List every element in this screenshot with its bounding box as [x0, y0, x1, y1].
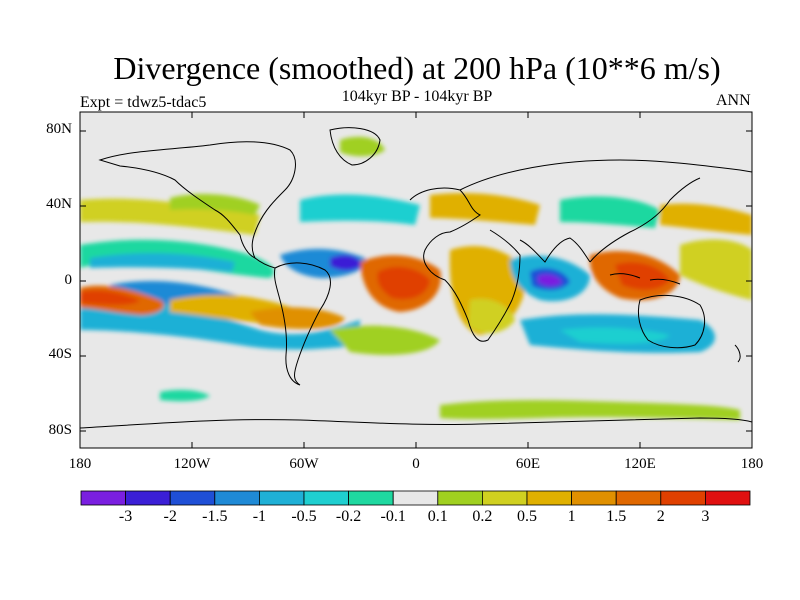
- colorbar-swatch: [80, 490, 126, 506]
- x-tick-120e: 120E: [624, 456, 656, 472]
- field-patch: [330, 325, 440, 355]
- colorbar-swatch: [571, 490, 617, 506]
- coastlines: [80, 127, 752, 429]
- colorbar-label: 0.2: [472, 508, 493, 525]
- coast-south-america: [274, 262, 331, 386]
- coast-antarctica: [80, 417, 752, 429]
- colorbar-label: -2: [163, 508, 177, 525]
- colorbar-label: 1.5: [606, 508, 627, 525]
- y-tick-40n: 40N: [46, 196, 72, 212]
- field-patch: [300, 194, 420, 225]
- y-tick-40s: 40S: [48, 346, 72, 362]
- coast-eurasia-north: [459, 159, 752, 191]
- field-patch: [250, 307, 345, 330]
- x-tick-180e: 180: [740, 456, 764, 472]
- coast-europe-africa: [409, 187, 521, 342]
- colorbar-label: -1.5: [202, 508, 228, 525]
- colorbar-label: 3: [701, 508, 710, 525]
- colorbar-swatch: [348, 490, 394, 506]
- field-patch: [430, 193, 540, 225]
- coast-new-zealand: [734, 344, 741, 363]
- colorbar-swatch: [392, 490, 439, 506]
- field-patch: [170, 194, 260, 215]
- colorbar-swatch: [169, 490, 216, 506]
- field-patch: [440, 400, 740, 420]
- colorbar-label: -1: [252, 508, 267, 525]
- x-tick-60w: 60W: [289, 456, 319, 472]
- field-patch: [330, 255, 362, 271]
- field-patch: [340, 136, 385, 157]
- field-patch: [660, 203, 752, 235]
- colorbar-label: 2: [656, 508, 665, 525]
- colorbar-label: 0.5: [517, 508, 537, 525]
- coast-north-america: [98, 141, 296, 259]
- field-patch: [560, 196, 660, 228]
- colorbar-swatch: [437, 490, 483, 506]
- colorbar-swatch: [258, 490, 305, 506]
- colorbar-swatch: [125, 490, 171, 506]
- plot-title: Divergence (smoothed) at 200 hPa (10**6 …: [113, 50, 721, 86]
- field-patch: [538, 274, 562, 287]
- colorbar-label: -3: [118, 508, 133, 525]
- coast-east-asia: [589, 177, 701, 263]
- coast-south-asia: [519, 237, 591, 263]
- colorbar: [80, 490, 751, 506]
- coast-central-america: [254, 257, 276, 269]
- x-tick-120w: 120W: [173, 456, 211, 472]
- colorbar-swatch: [705, 490, 751, 506]
- field-patch: [468, 298, 515, 334]
- field-patch: [377, 266, 430, 300]
- coast-australia: [637, 295, 706, 349]
- x-tick-0: 0: [412, 456, 420, 472]
- field-patch: [160, 389, 210, 402]
- colorbar-swatch: [481, 490, 528, 506]
- coast-greenland: [329, 127, 381, 166]
- colorbar-swatch: [615, 490, 662, 506]
- field-patch: [615, 262, 670, 290]
- coast-maritime-continent: [609, 273, 681, 285]
- x-tick-180w: 180: [68, 456, 92, 472]
- colorbar-label: 1: [567, 508, 576, 525]
- field-patch: [90, 253, 235, 272]
- y-tick-80s: 80S: [48, 422, 72, 438]
- colorbar-label: -0.1: [380, 508, 406, 525]
- experiment-label: Expt = tdwz5-tdac5: [80, 94, 207, 111]
- plot-subtitle: 104kyr BP - 104kyr BP: [341, 88, 493, 105]
- colorbar-swatch: [526, 490, 572, 506]
- y-tick-0: 0: [64, 272, 73, 288]
- colorbar-label: -0.5: [291, 508, 317, 525]
- axis-ticks: [79, 112, 753, 448]
- field-patch: [680, 239, 752, 300]
- colorbar-swatch: [214, 490, 260, 506]
- colorbar-swatch: [660, 490, 706, 506]
- colorbar-swatch: [303, 490, 349, 506]
- x-tick-60e: 60E: [515, 456, 541, 472]
- divergence-field: [80, 136, 752, 420]
- field-patch: [80, 290, 140, 305]
- colorbar-label: 0.1: [427, 508, 448, 525]
- y-tick-80n: 80N: [46, 121, 72, 137]
- season-label: ANN: [716, 92, 751, 109]
- colorbar-label: -0.2: [335, 508, 362, 525]
